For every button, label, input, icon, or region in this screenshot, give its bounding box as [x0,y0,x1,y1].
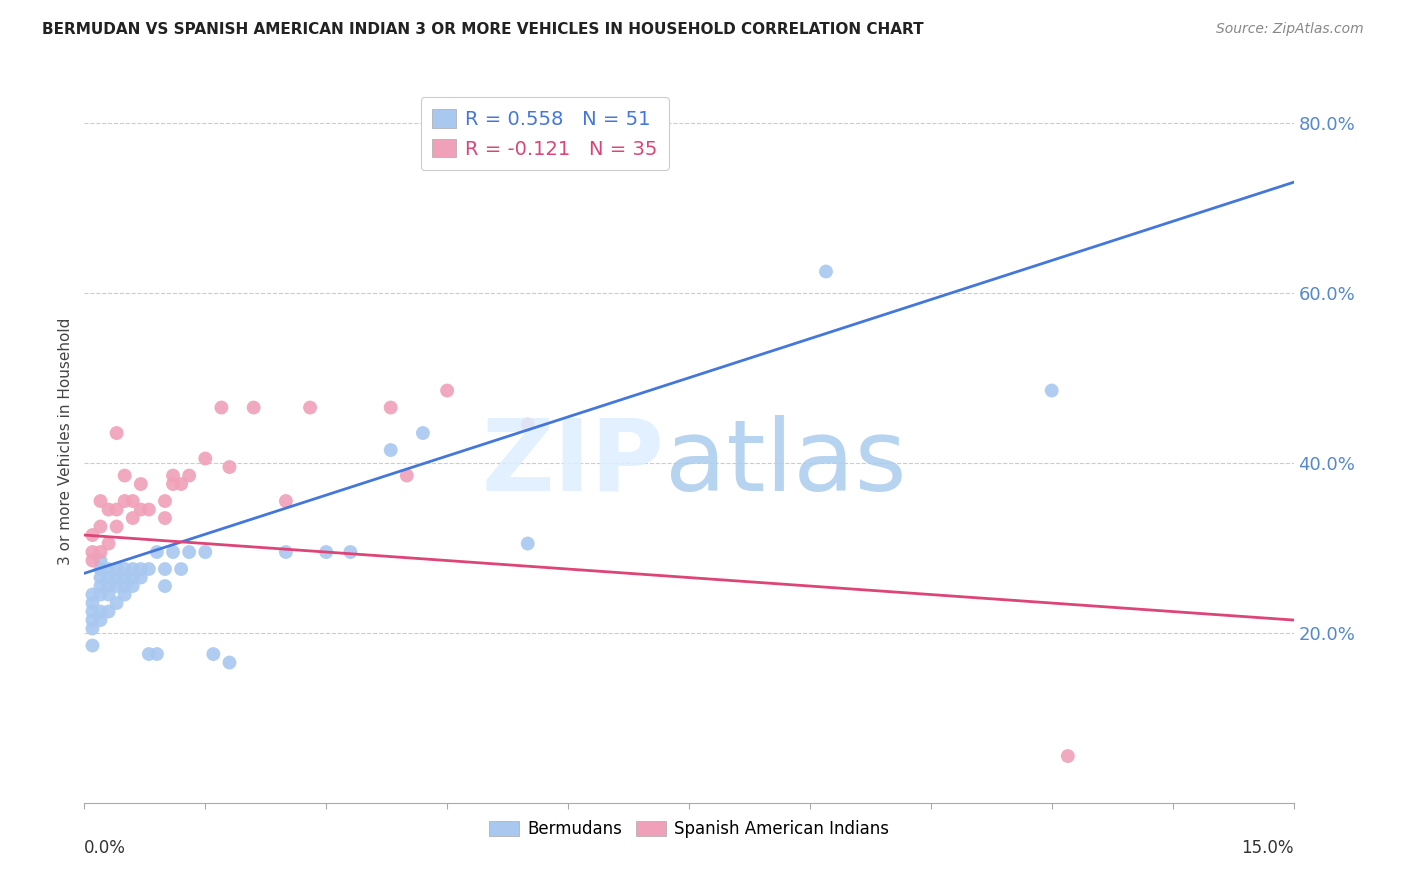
Point [105,519,128,533]
Point [89,545,111,559]
Point [97,605,120,619]
Point [129,502,152,516]
Point [114,570,136,584]
Point [121,562,143,576]
Point [162,468,184,483]
Point [97,570,120,584]
Point [138,647,160,661]
Text: ZIP: ZIP [482,415,665,512]
Point [170,562,193,576]
Point [82,553,104,567]
Point [89,494,111,508]
Point [89,553,111,567]
Point [114,494,136,508]
Text: Source: ZipAtlas.com: Source: ZipAtlas.com [1216,22,1364,37]
Point [202,647,225,661]
Point [105,579,128,593]
Point [146,545,169,559]
Point [97,579,120,593]
Point [162,477,184,491]
Point [315,545,337,559]
Point [153,579,176,593]
Point [89,562,111,576]
Point [218,460,240,475]
Point [89,579,111,593]
Point [121,570,143,584]
Point [97,588,120,602]
Point [97,562,120,576]
Point [129,562,152,576]
Point [105,502,128,516]
Point [114,588,136,602]
Point [218,656,240,670]
Text: BERMUDAN VS SPANISH AMERICAN INDIAN 3 OR MORE VEHICLES IN HOUSEHOLD CORRELATION : BERMUDAN VS SPANISH AMERICAN INDIAN 3 OR… [42,22,924,37]
Point [89,613,111,627]
Point [162,545,184,559]
Point [89,588,111,602]
Point [179,545,201,559]
Point [1040,384,1063,398]
Point [153,494,176,508]
Point [121,579,143,593]
Point [114,468,136,483]
Point [380,401,402,415]
Point [516,536,538,550]
Point [194,451,217,466]
Text: atlas: atlas [665,415,907,512]
Point [138,562,160,576]
Point [121,511,143,525]
Point [114,579,136,593]
Point [274,494,297,508]
Point [82,622,104,636]
Point [153,562,176,576]
Point [129,570,152,584]
Point [97,536,120,550]
Point [380,443,402,458]
Point [516,417,538,432]
Point [1056,749,1078,764]
Point [82,605,104,619]
Point [97,502,120,516]
Point [436,384,458,398]
Point [82,588,104,602]
Y-axis label: 3 or more Vehicles in Household: 3 or more Vehicles in Household [58,318,73,566]
Point [194,545,217,559]
Legend: Bermudans, Spanish American Indians: Bermudans, Spanish American Indians [482,814,896,845]
Point [242,401,264,415]
Point [138,502,160,516]
Text: 15.0%: 15.0% [1241,838,1294,857]
Point [105,570,128,584]
Point [89,519,111,533]
Point [274,545,297,559]
Point [89,605,111,619]
Point [105,596,128,610]
Point [114,562,136,576]
Point [146,647,169,661]
Point [170,477,193,491]
Point [82,639,104,653]
Point [395,468,418,483]
Point [89,570,111,584]
Point [82,613,104,627]
Point [129,477,152,491]
Point [412,425,434,440]
Point [299,401,322,415]
Point [105,425,128,440]
Text: 0.0%: 0.0% [84,838,127,857]
Point [82,528,104,542]
Point [105,562,128,576]
Point [121,494,143,508]
Point [179,468,201,483]
Point [82,596,104,610]
Point [209,401,232,415]
Point [82,545,104,559]
Point [153,511,176,525]
Point [339,545,361,559]
Point [814,264,837,278]
